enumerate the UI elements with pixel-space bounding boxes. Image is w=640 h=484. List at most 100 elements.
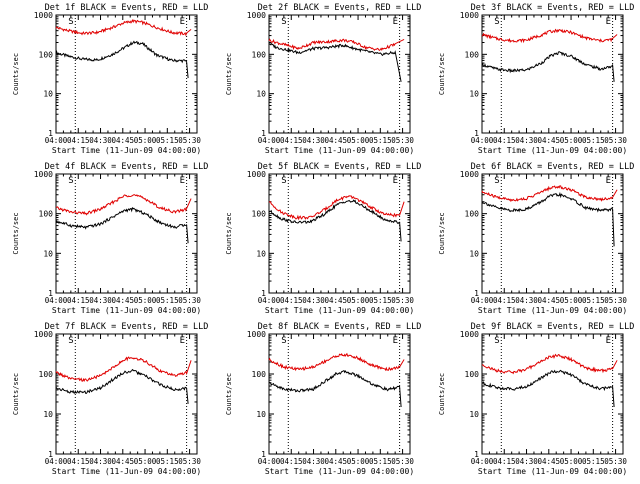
- x-tick-label: 04:45: [325, 457, 348, 466]
- x-axis-label: Start Time (11-Jun-09 04:00:00): [52, 306, 201, 315]
- series-line-events: [481, 51, 615, 82]
- x-tick-label: 05:30: [178, 136, 201, 145]
- y-tick-label: 100: [39, 210, 54, 219]
- x-tick-label: 05:15: [582, 136, 605, 145]
- y-axis-label: Counts/sec: [438, 53, 446, 95]
- y-tick-label: 100: [252, 210, 267, 219]
- x-tick-label: 04:45: [538, 296, 561, 305]
- x-tick-label: 05:15: [369, 296, 392, 305]
- chart-title: Det 9f BLACK = Events, RED = LLD: [471, 322, 635, 332]
- plot-frame: [481, 14, 624, 134]
- y-tick-label: 10: [256, 90, 266, 99]
- x-tick-label: 04:30: [89, 136, 112, 145]
- y-tick-label: 1: [474, 450, 479, 459]
- y-axis-label: Counts/sec: [225, 212, 233, 254]
- y-tick-label: 10: [469, 410, 479, 419]
- plot-frame: [268, 173, 411, 294]
- marker-label-e: E: [180, 176, 185, 186]
- chart-title: Det 2f BLACK = Events, RED = LLD: [258, 3, 422, 13]
- marker-label-e: E: [393, 17, 398, 27]
- x-tick-label: 04:00: [471, 296, 494, 305]
- x-tick-label: 05:00: [347, 136, 370, 145]
- series-line-events: [55, 40, 189, 79]
- marker-label-e: E: [606, 176, 611, 186]
- plot-frame: [55, 14, 198, 134]
- x-tick-label: 04:30: [302, 296, 325, 305]
- y-tick-label: 1000: [247, 11, 266, 20]
- x-tick-label: 05:15: [582, 457, 605, 466]
- y-tick-label: 1: [48, 129, 53, 138]
- y-tick-label: 10: [469, 90, 479, 99]
- detector-panel-2: Det 2f BLACK = Events, RED = LLD Counts/s…: [225, 3, 421, 155]
- x-tick-label: 04:00: [45, 457, 68, 466]
- x-tick-label: 05:00: [347, 296, 370, 305]
- detector-panel-7: Det 7f BLACK = Events, RED = LLD Counts/s…: [12, 322, 208, 476]
- plot-frame: [481, 173, 624, 294]
- y-tick-label: 10: [43, 249, 53, 258]
- y-tick-label: 1: [261, 289, 266, 298]
- y-axis-label: Counts/sec: [438, 373, 446, 415]
- x-tick-label: 04:15: [493, 457, 516, 466]
- x-tick-label: 05:30: [391, 136, 414, 145]
- y-tick-label: 100: [252, 50, 267, 59]
- y-tick-label: 1000: [34, 170, 53, 179]
- x-axis-label: Start Time (11-Jun-09 04:00:00): [52, 146, 201, 155]
- x-axis-label: Start Time (11-Jun-09 04:00:00): [478, 306, 627, 315]
- series-line-events: [55, 368, 189, 404]
- series-line-events: [268, 369, 402, 408]
- x-tick-label: 04:30: [515, 457, 538, 466]
- y-tick-label: 1000: [460, 170, 479, 179]
- x-tick-label: 05:15: [369, 136, 392, 145]
- y-tick-label: 1: [261, 129, 266, 138]
- x-tick-label: 04:00: [471, 136, 494, 145]
- chart-title: Det 7f BLACK = Events, RED = LLD: [45, 322, 209, 332]
- x-tick-label: 04:30: [302, 457, 325, 466]
- x-tick-label: 04:45: [538, 457, 561, 466]
- chart-title: Det 6f BLACK = Events, RED = LLD: [471, 162, 635, 172]
- chart-title: Det 8f BLACK = Events, RED = LLD: [258, 322, 422, 332]
- x-tick-label: 05:00: [560, 136, 583, 145]
- marker-label-s: S: [494, 336, 499, 346]
- y-tick-label: 100: [465, 50, 480, 59]
- x-tick-label: 05:15: [369, 457, 392, 466]
- y-axis-label: Counts/sec: [225, 53, 233, 95]
- series-line-events: [55, 206, 189, 244]
- x-axis-label: Start Time (11-Jun-09 04:00:00): [478, 467, 627, 476]
- y-tick-label: 1000: [34, 11, 53, 20]
- x-tick-label: 05:30: [391, 457, 414, 466]
- chart-title: Det 3f BLACK = Events, RED = LLD: [471, 3, 635, 13]
- y-tick-label: 10: [43, 90, 53, 99]
- series-line-lld: [55, 356, 192, 383]
- series-line-lld: [481, 185, 618, 203]
- series-line-events: [481, 191, 615, 247]
- plot-frame: [481, 333, 624, 455]
- x-tick-label: 04:00: [471, 457, 494, 466]
- x-tick-label: 04:30: [515, 136, 538, 145]
- series-line-lld: [268, 195, 405, 221]
- detector-panel-9: Det 9f BLACK = Events, RED = LLD Counts/s…: [438, 322, 634, 476]
- y-tick-label: 1: [474, 129, 479, 138]
- detector-panel-3: Det 3f BLACK = Events, RED = LLD Counts/s…: [438, 3, 634, 155]
- y-axis-label: Counts/sec: [438, 212, 446, 254]
- x-tick-label: 04:00: [258, 136, 281, 145]
- y-axis-label: Counts/sec: [12, 373, 20, 415]
- y-tick-label: 1000: [247, 330, 266, 339]
- marker-label-e: E: [180, 17, 185, 27]
- plot-frame: [268, 333, 411, 455]
- detector-panel-4: Det 4f BLACK = Events, RED = LLD Counts/s…: [12, 162, 208, 315]
- x-tick-label: 05:30: [604, 136, 627, 145]
- x-tick-label: 05:00: [347, 457, 370, 466]
- x-tick-label: 04:45: [112, 296, 135, 305]
- chart-title: Det 1f BLACK = Events, RED = LLD: [45, 3, 209, 13]
- detector-panel-8: Det 8f BLACK = Events, RED = LLD Counts/s…: [225, 322, 421, 476]
- series-line-events: [268, 199, 402, 242]
- marker-label-s: S: [281, 176, 286, 186]
- y-tick-label: 100: [252, 370, 267, 379]
- y-tick-label: 1000: [247, 170, 266, 179]
- x-tick-label: 05:00: [560, 457, 583, 466]
- x-tick-label: 05:30: [178, 296, 201, 305]
- x-tick-label: 05:00: [560, 296, 583, 305]
- x-tick-label: 04:15: [67, 457, 90, 466]
- x-tick-label: 05:15: [156, 296, 179, 305]
